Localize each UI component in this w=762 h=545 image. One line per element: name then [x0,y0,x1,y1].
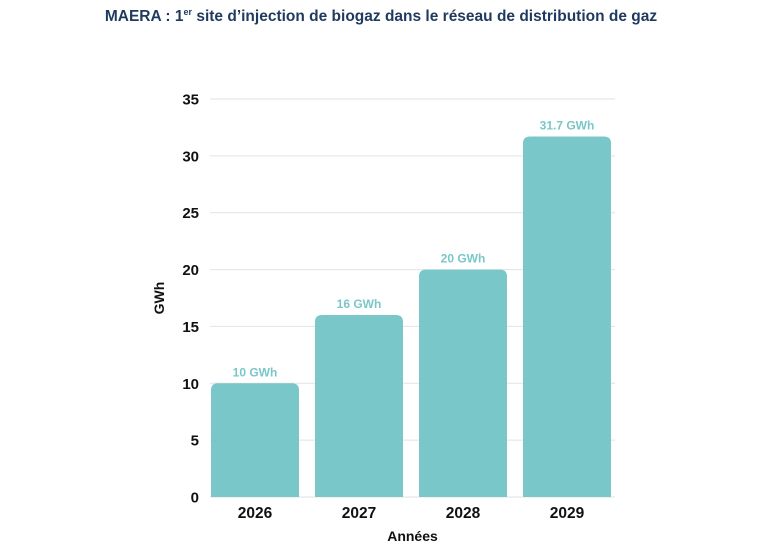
y-tick-label: 0 [191,490,199,507]
y-axis-title: GWh [151,282,167,315]
x-tick-label-2028: 2028 [446,505,481,522]
x-axis-categories: 2026 2027 2028 2029 [238,505,585,522]
chart-title-prefix: MAERA : 1 [104,8,184,25]
y-tick-label: 10 [182,376,199,393]
bar-2029 [523,136,611,498]
bars [211,136,611,498]
chart-title: MAERA : 1er site d’injection de biogaz d… [0,8,762,26]
bar-2027 [315,315,403,497]
data-label-2029: 31.7 GWh [540,119,595,133]
bar-2028 [419,269,507,497]
bar-2026 [211,383,299,497]
data-label-2026: 10 GWh [233,365,278,379]
y-tick-label: 20 [182,262,199,279]
chart-title-suffix: site d’injection de biogaz dans le résea… [192,8,658,25]
chart-title-superscript: er [183,7,193,17]
y-axis-ticks: 0 5 10 15 20 25 30 35 [182,92,199,507]
x-tick-label-2029: 2029 [550,505,585,522]
y-tick-label: 30 [182,148,199,165]
data-label-2028: 20 GWh [441,252,486,266]
y-tick-label: 15 [182,319,199,336]
data-labels: 10 GWh 16 GWh 20 GWh 31.7 GWh [233,119,595,380]
x-tick-label-2026: 2026 [238,505,273,522]
data-label-2027: 16 GWh [337,297,382,311]
y-tick-label: 35 [182,92,199,109]
y-tick-label: 5 [191,433,199,450]
x-axis-title: Années [387,528,438,544]
y-tick-label: 25 [182,205,199,222]
x-tick-label-2027: 2027 [342,505,376,522]
